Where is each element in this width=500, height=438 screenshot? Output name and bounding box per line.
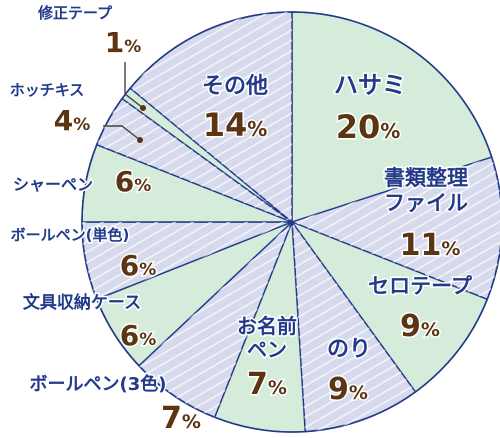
slice-label-9: シャーペン	[13, 175, 93, 194]
slice-stripe-texture	[292, 222, 416, 432]
slice-value-label-5: 7%	[247, 367, 287, 402]
slice-labels: ハサミ 20% 書類整理ファイル 11% セロテープ 9% のり 9% お名前ペン 7% ボールペン…	[8, 3, 474, 438]
leader-line-10	[103, 125, 141, 141]
slice-label-5: お名前ペン	[237, 314, 297, 362]
slice-value-label-11: 1%	[105, 26, 142, 59]
slice-label-1: ハサミ	[334, 71, 406, 99]
slice-value-label-10: 4%	[54, 104, 91, 137]
slice-label-4: のり	[327, 337, 371, 362]
slice-value-label-9: 6%	[115, 165, 152, 198]
slice-value-label-3: 9%	[400, 309, 440, 344]
leader-dot-11	[140, 105, 146, 111]
slice-label-12: その他	[202, 74, 268, 99]
slice-stripe-texture	[96, 98, 292, 222]
slice-value-label-7: 6%	[120, 319, 157, 352]
slice-value-label-4: 9%	[328, 372, 368, 407]
slice-stripe-texture	[138, 222, 292, 418]
slice-label-3: セロテープ	[368, 274, 473, 298]
slice-value-label-12: 14%	[203, 106, 268, 144]
slice-label-8: ボールペン(単色)	[11, 226, 130, 244]
slice-stripe-texture	[130, 12, 292, 222]
slice-label-6: ボールペン(3色)	[30, 373, 167, 395]
slice-label-11: 修正テープ	[37, 4, 113, 22]
slice-value-label-6: 7%	[161, 401, 201, 436]
slice-value-label-8: 6%	[120, 249, 157, 282]
leader-dot-10	[137, 137, 143, 143]
pie-stripe-texture	[82, 12, 500, 432]
slice-label-7: 文具収納ケース	[23, 292, 141, 313]
leader-lines	[103, 62, 146, 143]
slice-label-2: 書類整理ファイル	[384, 166, 468, 215]
slice-label-10: ホッチキス	[10, 81, 85, 99]
slice-value-label-1: 20%	[336, 108, 401, 146]
leader-line-11	[124, 62, 144, 109]
slice-stripe-texture	[82, 222, 292, 300]
slice-stripe-texture	[292, 157, 500, 300]
slice-value-label-2: 11%	[400, 228, 461, 263]
